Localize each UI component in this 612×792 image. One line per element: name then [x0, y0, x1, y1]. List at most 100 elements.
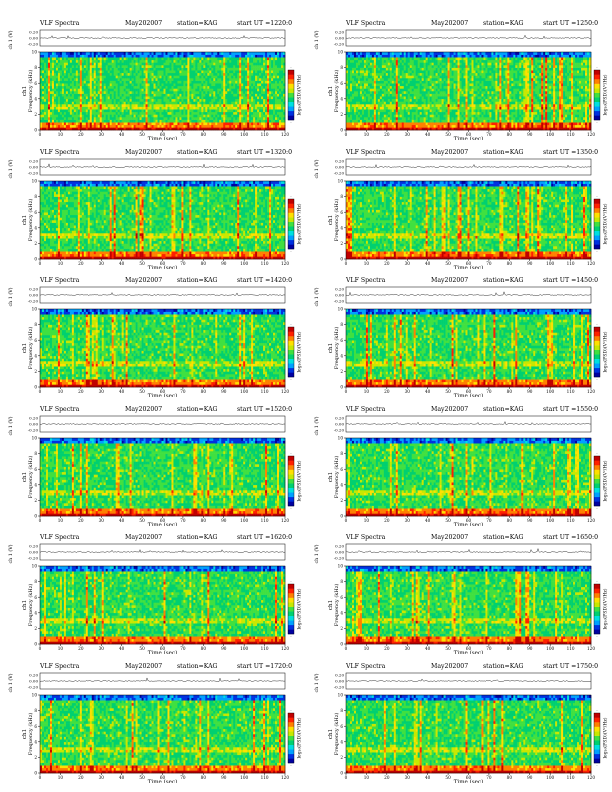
spectrogram-cell [253, 127, 256, 131]
spectrogram-cell [109, 96, 113, 100]
spectrogram-cell [115, 54, 118, 58]
spectrogram-cell [207, 124, 210, 128]
spectrogram-cell [393, 124, 397, 128]
spectrogram-cell [251, 96, 254, 100]
spectrogram-cell [121, 62, 124, 66]
spectrogram-cell [367, 117, 371, 120]
spectrogram-cell [127, 85, 130, 89]
spectrogram-cell [361, 72, 365, 76]
spectrogram-cell [243, 93, 246, 97]
spectrogram-cell [203, 104, 206, 107]
spectrogram-cell [97, 127, 101, 131]
spectrogram-cell [93, 96, 97, 100]
spectrogram-cell [377, 62, 381, 66]
spectrogram-cell [40, 117, 43, 120]
spectrogram-cell [89, 83, 93, 87]
spectrogram-cell [175, 114, 178, 118]
spectrogram-cell [133, 85, 136, 89]
spectrogram-cell [87, 78, 91, 81]
spectrogram-cell [275, 72, 278, 76]
spectrogram-cell [97, 98, 101, 102]
spectrogram-cell [161, 93, 164, 97]
spectrogram-cell [125, 124, 128, 128]
spectrogram-cell [347, 114, 351, 118]
spectrogram-cell [159, 78, 162, 81]
spectrogram-cell [355, 124, 359, 128]
spectrogram-cell [255, 78, 258, 81]
spectrogram-cell [271, 114, 274, 118]
spectrogram-cell [247, 101, 250, 105]
spectrogram-cell [83, 62, 87, 66]
spectrogram-cell [177, 59, 180, 63]
spectrogram-cell [259, 57, 262, 61]
spectrogram-cell [165, 91, 168, 94]
spectrogram-cell [93, 109, 97, 113]
spectrogram-cell [53, 98, 57, 102]
spectrogram-cell [87, 57, 91, 61]
spectrogram-cell [155, 52, 158, 55]
spectrogram-cell [117, 65, 120, 68]
spectrogram-cell [247, 109, 250, 113]
spectrogram-cell [149, 124, 152, 128]
spectrogram-cell [361, 101, 365, 105]
spectrogram-cell [389, 54, 393, 58]
spectrogram-cell [253, 93, 256, 97]
spectrogram-cell [153, 65, 156, 68]
spectrogram-cell [271, 124, 274, 128]
spectrogram-cell [65, 122, 69, 126]
spectrogram-cell [49, 93, 53, 97]
spectrogram-cell [223, 114, 226, 118]
spectrogram-cell [155, 117, 158, 120]
spectrogram-cell [217, 78, 220, 81]
spectrogram-cell [131, 54, 134, 58]
spectrogram-cell [111, 52, 114, 55]
spectrogram-cell [273, 93, 276, 97]
spectrogram-cell [251, 70, 254, 74]
spectrogram-cell [273, 62, 276, 66]
spectrogram-cell [95, 119, 99, 123]
spectrogram-cell [129, 88, 132, 92]
spectrogram-cell [415, 114, 419, 118]
spectrogram-cell [173, 59, 176, 63]
spectrogram-cell [371, 96, 375, 100]
spectrogram-cell [81, 85, 85, 89]
spectrogram-cell [215, 78, 218, 81]
panel-title: VLF Spectra [345, 20, 386, 27]
spectrogram-cell [133, 72, 136, 76]
spectrogram-cell [61, 70, 65, 74]
spectrogram-cell [265, 75, 268, 79]
spectrogram-cell [57, 117, 61, 120]
spectrogram-cell [417, 111, 420, 115]
spectrogram-cell [425, 127, 428, 131]
spectrogram-cell [53, 88, 57, 92]
spectrogram-cell [257, 78, 260, 81]
spectrogram-cell [365, 85, 369, 89]
spectrogram-cell [219, 54, 222, 58]
spectrogram-cell [121, 85, 124, 89]
spectrogram-cell [41, 114, 45, 118]
spectrogram-cell [367, 62, 371, 66]
spectrogram-cell [175, 91, 178, 94]
spectrogram-cell [419, 117, 422, 120]
spectrogram-cell [271, 62, 274, 66]
spectrogram-cell [171, 98, 174, 102]
spectrogram-cell [107, 88, 111, 92]
spectrogram-cell [213, 65, 216, 68]
spectrogram-cell [93, 104, 97, 107]
spectrogram-cell [139, 80, 142, 84]
spectrogram-cell [173, 75, 176, 79]
spectrogram-cell [109, 59, 113, 63]
spectrogram-cell [201, 109, 204, 113]
spectrogram-cell [365, 65, 369, 68]
spectrogram-cell [71, 96, 75, 100]
spectrogram-cell [353, 119, 357, 123]
spectrogram-cell [257, 91, 260, 94]
spectrogram-cell [49, 88, 53, 92]
spectrogram-cell [269, 88, 272, 92]
spectrogram-cell [263, 62, 266, 66]
spectrogram-cell [401, 67, 405, 71]
spectrogram-cell [53, 93, 57, 97]
x-tick-label: 70 [180, 132, 186, 137]
colorbar-swatch [288, 88, 294, 93]
spectrogram-cell [251, 88, 254, 92]
